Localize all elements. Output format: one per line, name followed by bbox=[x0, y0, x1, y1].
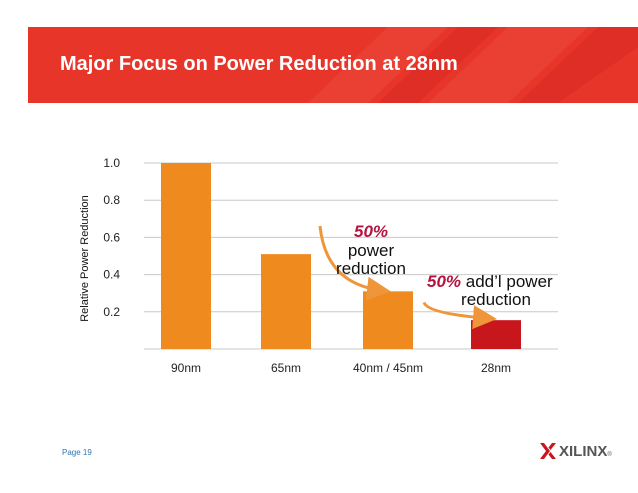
logo-trademark: ® bbox=[607, 452, 612, 458]
y-tick-label: 0.6 bbox=[103, 230, 120, 244]
annotation-arrow bbox=[318, 225, 391, 301]
logo-text: XILINX bbox=[559, 442, 608, 460]
y-tick-label: 0.2 bbox=[103, 305, 120, 319]
banner-stripes bbox=[308, 27, 638, 103]
y-axis-label: Relative Power Reduction bbox=[79, 195, 91, 322]
annotation-accent: 50% bbox=[354, 222, 388, 241]
xilinx-logo: XILINX ® bbox=[540, 441, 612, 461]
bar bbox=[471, 320, 521, 349]
annotation-text: reduction bbox=[461, 290, 531, 309]
x-tick-label: 28nm bbox=[481, 361, 511, 375]
annotation-arrow bbox=[422, 301, 497, 330]
x-tick-label: 65nm bbox=[271, 361, 301, 375]
annotation-text: 50% add’l power bbox=[427, 272, 553, 291]
y-tick-label: 0.8 bbox=[103, 193, 120, 207]
x-tick-label: 90nm bbox=[171, 361, 201, 375]
xilinx-x-icon bbox=[540, 443, 556, 459]
x-tick-label: 40nm / 45nm bbox=[353, 361, 423, 375]
y-tick-label: 0.4 bbox=[103, 268, 120, 282]
bar bbox=[363, 291, 413, 349]
page-title: Major Focus on Power Reduction at 28nm bbox=[60, 53, 458, 75]
y-tick-label: 1.0 bbox=[103, 156, 120, 170]
annotation-text: power bbox=[348, 241, 395, 260]
page-number: Page 19 bbox=[62, 448, 92, 457]
bar bbox=[261, 254, 311, 349]
bar bbox=[161, 163, 211, 349]
annotation-text: reduction bbox=[336, 259, 406, 278]
title-banner: Major Focus on Power Reduction at 28nm bbox=[28, 27, 638, 103]
